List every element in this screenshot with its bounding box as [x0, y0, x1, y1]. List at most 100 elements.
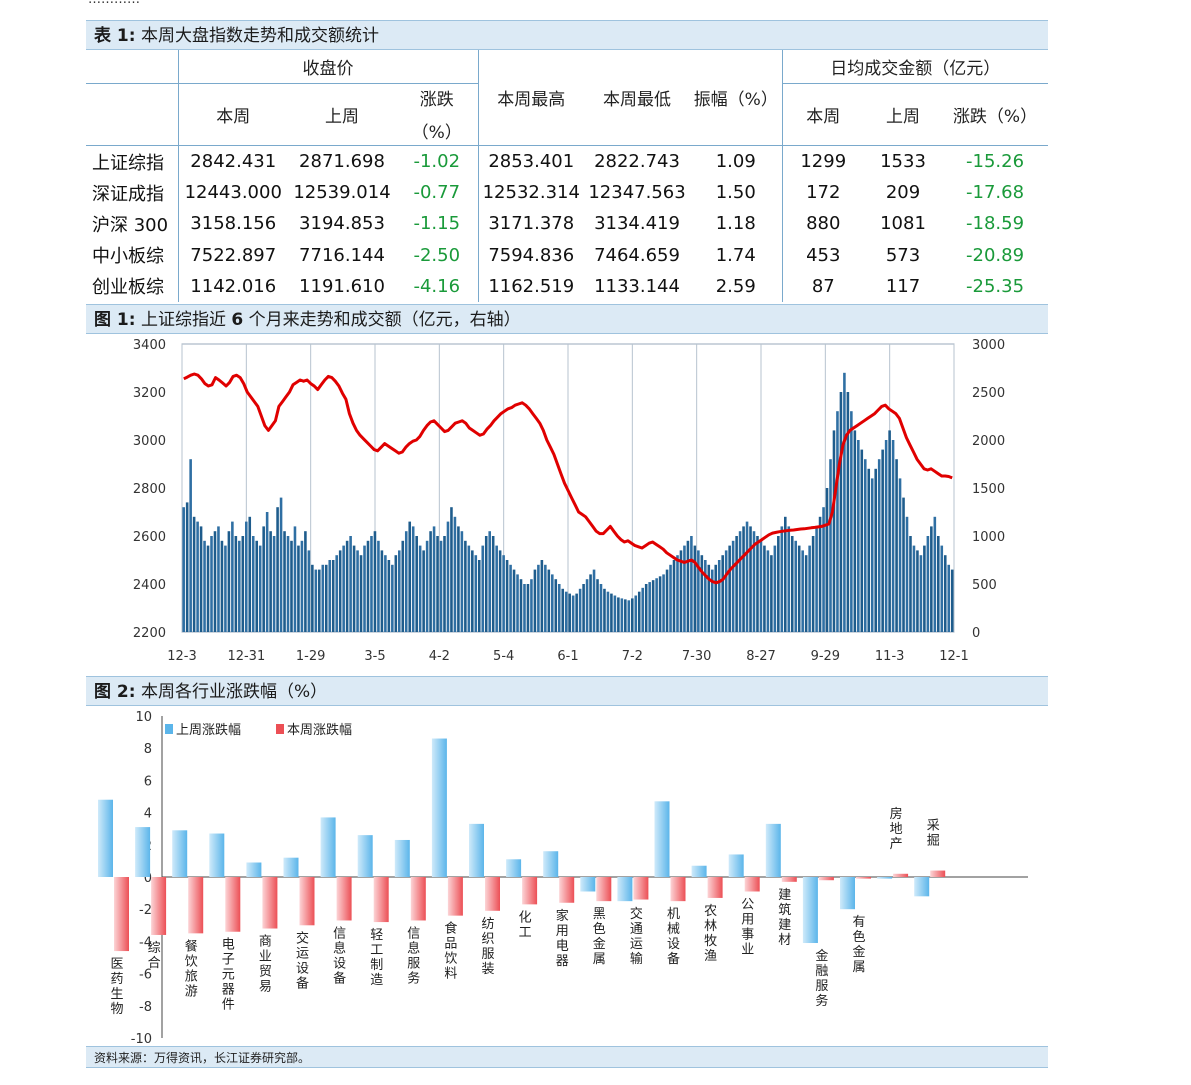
turnover-bar — [231, 521, 234, 632]
turnover-bar — [370, 536, 373, 632]
turnover-bar — [206, 545, 210, 632]
bar-this-week — [410, 877, 426, 921]
turnover-bar — [624, 599, 627, 632]
turnover-bar — [613, 595, 617, 632]
turnover-bar — [321, 564, 325, 632]
turnover-bar — [634, 595, 638, 632]
table1-caption-text: 本周大盘指数走势和成交额统计 — [140, 26, 379, 46]
turnover-bar — [603, 588, 606, 632]
x-tick-label: 12-31 — [227, 649, 265, 664]
bar-last-week — [580, 877, 596, 892]
cell-change: -4.16 — [413, 275, 461, 297]
bar-last-week — [209, 833, 225, 877]
turnover-bar — [387, 560, 391, 632]
category-label: 信息设备 — [333, 926, 346, 986]
turnover-bar — [516, 574, 519, 632]
turnover-bar — [686, 540, 690, 632]
right-y-tick-label: 3000 — [972, 338, 1005, 353]
turnover-bar — [199, 526, 203, 632]
turnover-bar — [262, 526, 265, 632]
bar-this-week — [893, 873, 909, 877]
cell-turnover-change: -17.68 — [966, 182, 1025, 204]
bar-last-week — [98, 799, 113, 877]
x-tick-label: 12-3 — [167, 649, 197, 664]
cell-high: 1162.519 — [477, 270, 585, 302]
cell-turnover-prev: 1533 — [880, 151, 926, 173]
bar-this-week — [818, 877, 834, 881]
turnover-bar — [770, 555, 773, 632]
turnover-bar — [888, 430, 891, 632]
right-y-tick-label: 2000 — [972, 434, 1005, 449]
category-label: 农林牧渔 — [704, 904, 717, 964]
turnover-bar — [557, 584, 561, 632]
turnover-bar — [272, 536, 276, 632]
right-y-tick-label: 1000 — [972, 530, 1005, 545]
figure2-caption-text: 本周各行业涨跌幅（%） — [140, 682, 328, 702]
right-y-tick-label: 2500 — [972, 386, 1005, 401]
y-tick-label: 4 — [144, 807, 152, 822]
turnover-bar — [912, 545, 916, 632]
figure1-caption-text-c: 个月来走势和成交额（亿元，右轴） — [248, 310, 521, 330]
turnover-bar — [669, 564, 672, 632]
turnover-bar — [825, 488, 829, 632]
turnover-bar — [738, 531, 742, 632]
x-tick-label: 1-29 — [296, 649, 326, 664]
cell-amplitude: 1.18 — [715, 213, 756, 235]
cell-prev: 7716.144 — [299, 244, 385, 266]
turnover-bar — [676, 555, 679, 632]
turnover-bar — [384, 555, 387, 632]
turnover-bar — [777, 536, 780, 632]
turnover-bar — [224, 545, 227, 632]
turnover-bar — [554, 579, 558, 632]
bar-last-week — [135, 827, 151, 877]
turnover-bar — [596, 579, 599, 632]
table1-caption-num: 表 1: — [94, 26, 136, 46]
turnover-bar — [436, 536, 439, 632]
turnover-bar — [578, 588, 582, 632]
turnover-bar — [721, 555, 724, 632]
category-label: 建筑建材 — [778, 888, 791, 948]
x-tick-label: 6-1 — [557, 649, 578, 664]
legend-swatch-last-week — [165, 724, 173, 734]
left-y-tick-label: 2400 — [133, 578, 166, 593]
turnover-bar — [662, 574, 665, 632]
row-name: 创业板综 — [92, 277, 164, 299]
header-turnover-group: 日均成交金额（亿元） — [781, 50, 1049, 84]
turnover-bar — [923, 545, 926, 632]
bar-this-week — [262, 877, 278, 929]
turnover-bar — [484, 536, 488, 632]
turnover-bar — [286, 536, 290, 632]
turnover-bar — [735, 536, 738, 632]
header-week-high: 本周最高 — [477, 50, 585, 147]
left-y-tick-label: 3200 — [133, 386, 166, 401]
turnover-bar — [283, 531, 286, 632]
turnover-bar — [752, 531, 756, 632]
cell-close: 7522.897 — [177, 239, 288, 271]
bar-last-week — [914, 877, 930, 897]
bar-last-week — [877, 877, 893, 879]
turnover-bar — [377, 540, 380, 632]
turnover-bar — [860, 449, 864, 632]
turnover-bar — [763, 545, 766, 632]
category-label: 纺织服装 — [481, 917, 494, 977]
turnover-bar — [477, 560, 481, 632]
turnover-bar — [335, 555, 338, 632]
turnover-bar — [589, 574, 592, 632]
turnover-bar — [648, 582, 651, 632]
turnover-bar — [328, 560, 332, 632]
turnover-bar — [189, 459, 192, 632]
turnover-bar — [637, 591, 641, 632]
turnover-bar — [185, 502, 189, 632]
bar-last-week — [431, 738, 447, 877]
turnover-bar — [401, 540, 405, 632]
cell-turnover-now: 453 — [781, 239, 865, 271]
turnover-bar — [331, 560, 335, 632]
turnover-bar — [630, 598, 634, 632]
table-row: 沪深 300 3158.156 3194.853 -1.15 3171.378 … — [86, 208, 1048, 240]
turnover-bar — [905, 516, 909, 632]
category-label: 家用电器 — [556, 908, 569, 969]
turnover-bar — [881, 449, 884, 632]
turnover-bar — [690, 536, 693, 632]
category-label: 餐饮旅游 — [185, 938, 198, 999]
turnover-bar — [439, 540, 443, 632]
